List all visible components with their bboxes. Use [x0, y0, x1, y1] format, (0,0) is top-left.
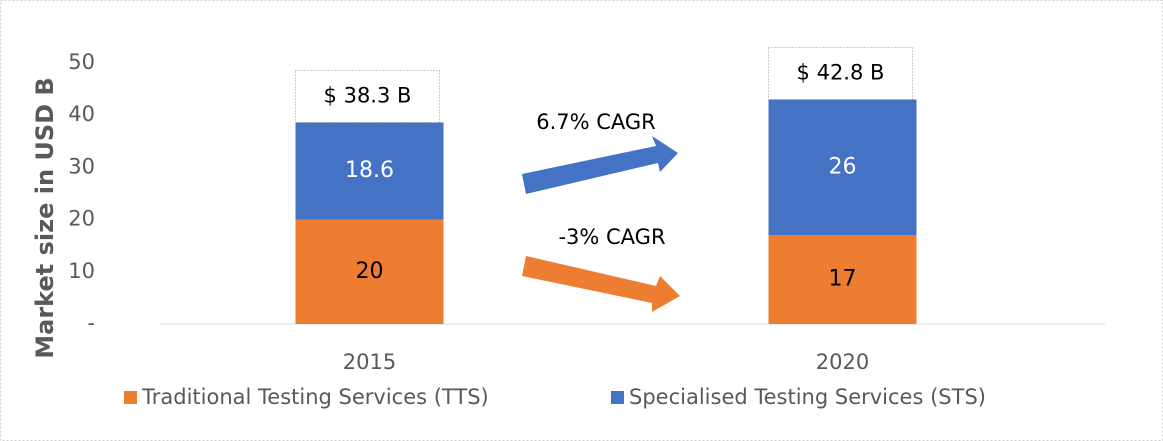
total-label: $ 42.8 B — [797, 61, 885, 85]
bar-segment — [295, 219, 444, 324]
tts-arrow — [522, 256, 680, 312]
y-tick-label: 40 — [68, 102, 95, 126]
y-tick-label: 30 — [68, 154, 95, 178]
data-label: 26 — [829, 154, 857, 179]
annotation: 6.7% CAGR — [536, 110, 656, 134]
bar-segment — [768, 99, 917, 236]
total-label: $ 38.3 B — [324, 84, 412, 108]
total-box — [295, 70, 440, 124]
legend-swatch — [124, 391, 137, 404]
data-label: 18.6 — [345, 158, 394, 183]
annotation: -3% CAGR — [558, 225, 665, 249]
legend-label: Specialised Testing Services (STS) — [629, 385, 986, 409]
y-tick-label: 10 — [68, 259, 95, 283]
legend-swatch — [611, 391, 624, 404]
bar-segment — [295, 122, 444, 220]
y-tick-label: 20 — [68, 207, 95, 231]
x-tick-label: 2015 — [343, 350, 396, 374]
data-label: 20 — [356, 259, 384, 284]
x-tick-label: 2020 — [816, 350, 869, 374]
bar-segment — [768, 235, 917, 324]
sts-arrow — [522, 136, 678, 194]
y-axis-label: Market size in USD B — [31, 77, 59, 358]
data-label: 17 — [829, 267, 857, 292]
y-tick-label: 50 — [68, 50, 95, 74]
y-tick-label: - — [87, 311, 95, 335]
legend-label: Traditional Testing Services (TTS) — [141, 385, 489, 409]
total-box — [768, 47, 913, 101]
